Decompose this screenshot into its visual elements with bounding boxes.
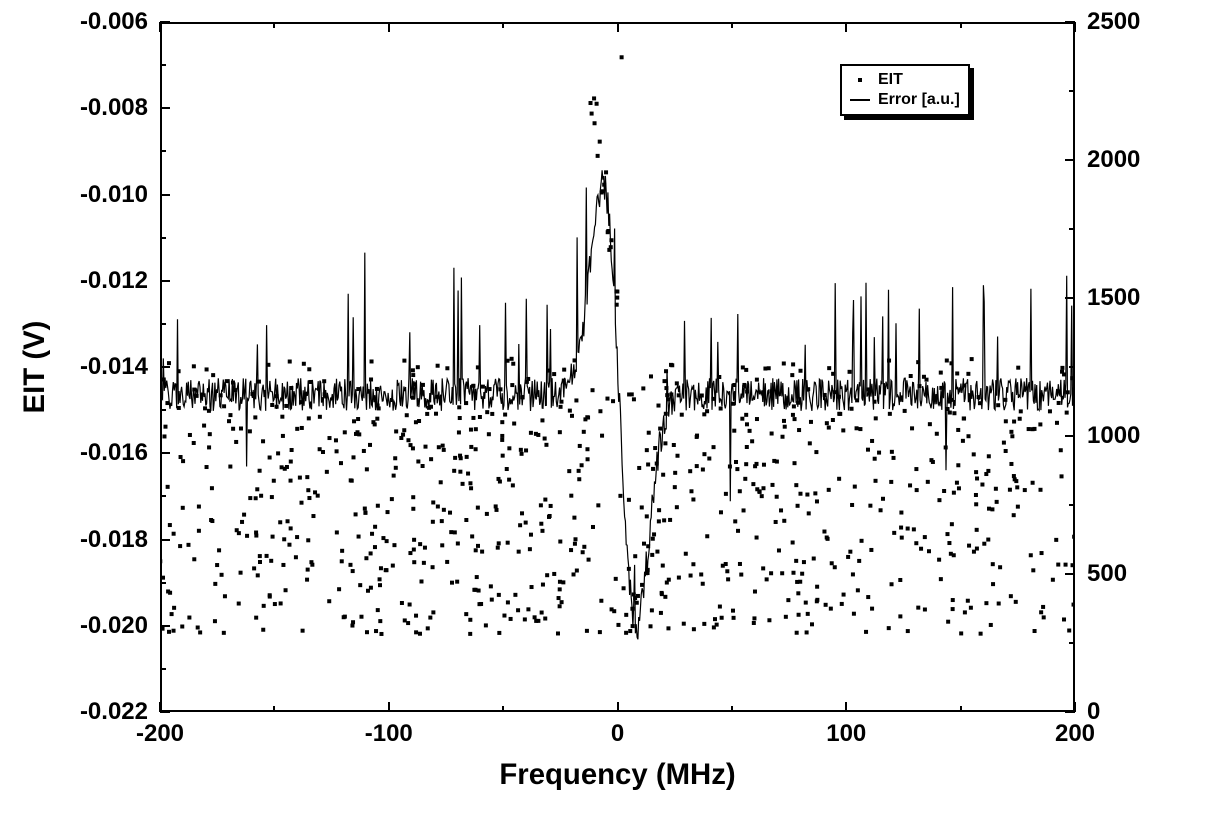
tick-mark	[160, 323, 166, 325]
legend: EIT Error [a.u.]	[840, 64, 970, 116]
tick-mark	[617, 22, 619, 32]
tick-mark	[960, 22, 962, 28]
tick-label: 2000	[1087, 146, 1140, 174]
tick-mark	[617, 702, 619, 712]
tick-mark	[731, 22, 733, 28]
tick-mark	[502, 22, 504, 28]
tick-mark	[1069, 504, 1075, 506]
tick-mark	[160, 539, 170, 541]
tick-mark	[1065, 573, 1075, 575]
tick-mark	[273, 22, 275, 28]
tick-mark	[160, 237, 166, 239]
tick-mark	[160, 107, 170, 109]
tick-mark	[1065, 297, 1075, 299]
tick-label: 0	[611, 720, 624, 748]
tick-mark	[1065, 711, 1075, 713]
tick-label: -0.008	[0, 94, 148, 122]
legend-item-error: Error [a.u.]	[850, 90, 960, 110]
chart-container: EIT (V) Error [a.u.] (a.u.) Frequency (M…	[0, 0, 1223, 814]
tick-mark	[160, 194, 170, 196]
tick-label: 1000	[1087, 422, 1140, 450]
tick-mark	[160, 495, 166, 497]
tick-mark	[1069, 228, 1075, 230]
tick-label: 500	[1087, 560, 1127, 588]
tick-mark	[960, 706, 962, 712]
tick-label: -0.020	[0, 612, 148, 640]
tick-mark	[160, 21, 170, 23]
tick-label: -0.018	[0, 526, 148, 554]
tick-label: 2500	[1087, 8, 1140, 36]
tick-label: 0	[1087, 698, 1100, 726]
tick-mark	[1069, 642, 1075, 644]
tick-mark	[160, 150, 166, 152]
legend-item-eit: EIT	[850, 70, 960, 90]
tick-mark	[160, 409, 166, 411]
tick-mark	[845, 22, 847, 32]
tick-mark	[273, 706, 275, 712]
legend-marker-icon	[850, 78, 870, 82]
tick-label: 100	[826, 720, 866, 748]
series-error-line	[160, 170, 1075, 639]
tick-mark	[388, 22, 390, 32]
tick-mark	[160, 280, 170, 282]
tick-mark	[1065, 159, 1075, 161]
legend-label: EIT	[878, 71, 903, 89]
tick-mark	[1069, 90, 1075, 92]
tick-label: -0.012	[0, 267, 148, 295]
legend-line-icon	[850, 99, 870, 101]
tick-label: -0.016	[0, 439, 148, 467]
legend-label: Error [a.u.]	[878, 91, 960, 109]
tick-mark	[1069, 366, 1075, 368]
tick-label: 1500	[1087, 284, 1140, 312]
tick-mark	[160, 582, 166, 584]
plot-svg	[0, 0, 1223, 814]
tick-mark	[502, 706, 504, 712]
tick-mark	[160, 64, 166, 66]
tick-label: -100	[365, 720, 413, 748]
tick-mark	[160, 366, 170, 368]
tick-mark	[1065, 435, 1075, 437]
tick-mark	[731, 706, 733, 712]
tick-mark	[1074, 22, 1076, 32]
tick-label: -0.022	[0, 698, 148, 726]
tick-mark	[1065, 21, 1075, 23]
tick-label: -0.014	[0, 353, 148, 381]
tick-label: -0.006	[0, 8, 148, 36]
tick-mark	[159, 22, 161, 32]
tick-label: -0.010	[0, 181, 148, 209]
tick-mark	[160, 711, 170, 713]
tick-mark	[160, 668, 166, 670]
tick-mark	[388, 702, 390, 712]
tick-mark	[845, 702, 847, 712]
tick-mark	[160, 452, 170, 454]
tick-mark	[160, 625, 170, 627]
